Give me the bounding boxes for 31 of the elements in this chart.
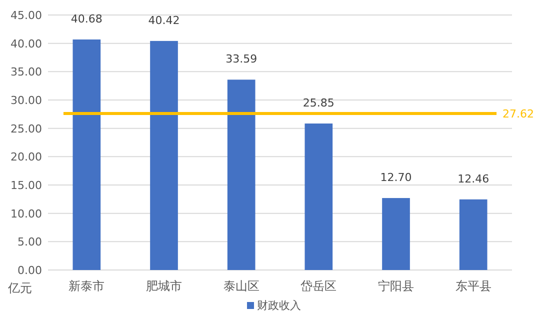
data-label: 40.68	[70, 12, 102, 26]
y-tick-label: 20.00	[10, 150, 42, 164]
y-tick-label: 5.00	[18, 236, 42, 249]
y-tick-label: 25.00	[10, 122, 42, 136]
y-axis-title: 亿元	[7, 281, 32, 295]
bar	[150, 40, 178, 270]
y-tick-label: 10.00	[10, 207, 42, 220]
data-label: 12.46	[458, 172, 490, 186]
ref-line-label: 27.62	[502, 107, 534, 120]
x-tick-label: 肥城市	[146, 279, 182, 293]
bar	[72, 39, 101, 270]
y-tick-label: 35.00	[10, 66, 42, 79]
bar	[304, 124, 333, 270]
y-tick-label: 30.00	[10, 94, 42, 107]
data-label: 40.42	[148, 14, 180, 27]
y-tick-label: 40.00	[10, 37, 42, 50]
x-tick-label: 泰山区	[223, 279, 260, 293]
x-tick-label: 宁阳县	[378, 279, 414, 293]
data-label: 12.70	[380, 171, 412, 184]
bar	[227, 80, 256, 270]
legend-label: 财政收入	[257, 299, 301, 312]
y-tick-label: 45.00	[10, 9, 42, 22]
y-tick-label: 0.00	[18, 264, 42, 277]
y-tick-label: 15.00	[10, 179, 42, 192]
bar	[382, 198, 410, 270]
data-label: 33.59	[226, 52, 258, 66]
x-tick-label: 岱岳区	[300, 279, 337, 293]
x-tick-label: 新泰市	[68, 279, 105, 293]
data-label: 25.85	[302, 96, 334, 110]
bar	[459, 199, 488, 270]
x-tick-label: 东平县	[455, 279, 492, 293]
